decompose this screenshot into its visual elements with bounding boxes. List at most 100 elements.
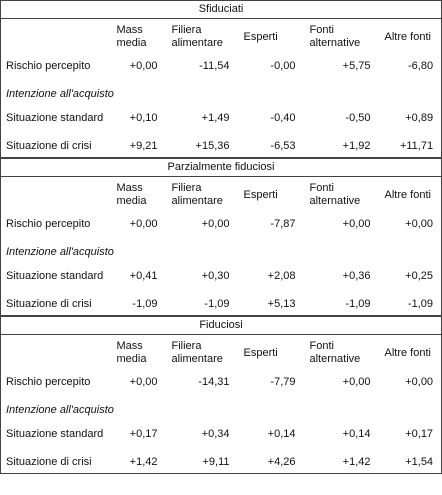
- cell-value: -14,31: [198, 375, 230, 388]
- cell-value: +5,75: [342, 59, 371, 72]
- data-row: Situazione di crisi +1,42 +9,11 +4,26 +1,42 +…: [0, 451, 442, 474]
- row-label: Rischio percepito: [6, 375, 91, 388]
- column-header: Filiera alimentare: [171, 182, 223, 207]
- cell-value: +9,11: [165, 451, 238, 474]
- cell-value: -0,50: [345, 111, 371, 124]
- corner: [1, 19, 111, 56]
- data-row: Rischio percepito +0,00 +0,00 -7,87 +0,00 +0,…: [1, 213, 442, 235]
- row-label: Situazione di crisi: [0, 293, 111, 316]
- title-row: Sfiduciati: [0, 0, 442, 19]
- cell-value: -7,87: [270, 217, 296, 230]
- section-table: Parzialmente fiduciosi Mass media Filiera …: [0, 158, 442, 316]
- cell-value: +15,36: [165, 135, 238, 158]
- section-table: Sfiduciati Mass media Filiera alimentare Es…: [0, 0, 442, 158]
- column-header: Filiera alimentare: [171, 340, 223, 365]
- subheading-row: Intenzione all'acquisto: [1, 77, 442, 101]
- cell-value: +0,00: [342, 375, 371, 388]
- column-header: Esperti: [243, 346, 278, 359]
- cell-value: +0,00: [405, 375, 434, 388]
- subheading: Intenzione all'acquisto: [6, 404, 114, 416]
- cell-value: +4,26: [237, 451, 304, 474]
- cell-value: +1,49: [201, 111, 230, 124]
- cell-value: +0,00: [201, 217, 230, 230]
- row-label: Rischio percepito: [6, 217, 91, 230]
- section-title: Parzialmente fiduciosi: [0, 158, 442, 177]
- cell-value: +0,00: [342, 217, 371, 230]
- data-row: Situazione standard +0,17 +0,34 +0,14 +0,14 +…: [1, 417, 442, 451]
- cell-value: +0,25: [405, 269, 433, 282]
- column-header: Fonti alternative: [309, 340, 361, 365]
- cell-value: +1,42: [110, 451, 166, 474]
- subheading: Intenzione all'acquisto: [6, 246, 114, 258]
- corner: [1, 335, 111, 372]
- cell-value: +0,10: [129, 111, 158, 124]
- section-table: Fiduciosi Mass media Filiera alimentare Esp…: [0, 316, 442, 474]
- cell-value: -1,09: [110, 293, 166, 316]
- table-body: Fiduciosi Mass media Filiera alimentare Esp…: [0, 316, 442, 474]
- column-header: Altre fonti: [384, 188, 431, 201]
- cell-value: -0,00: [270, 59, 296, 72]
- column-header: Fonti alternative: [309, 24, 361, 49]
- cell-value: +0,17: [129, 427, 158, 440]
- cell-value: -7,79: [270, 375, 296, 388]
- column-header: Mass media: [116, 24, 147, 49]
- cell-value: -1,09: [165, 293, 238, 316]
- column-header: Mass media: [116, 182, 147, 207]
- section-title: Fiduciosi: [0, 316, 442, 335]
- cell-value: +0,41: [129, 269, 158, 282]
- header-row: Mass media Filiera alimentare Esperti Fonti…: [1, 177, 442, 214]
- column-header: Altre fonti: [384, 346, 431, 359]
- data-row: Situazione standard +0,10 +1,49 -0,40 -0,50 +…: [1, 101, 442, 135]
- cell-value: +1,54: [378, 451, 442, 474]
- corner: [1, 177, 111, 214]
- data-row: Situazione standard +0,41 +0,30 +2,08 +0,36 +…: [1, 259, 442, 293]
- title-row: Parzialmente fiduciosi: [0, 158, 442, 177]
- column-header: Esperti: [243, 30, 278, 43]
- cell-value: -11,54: [199, 59, 230, 72]
- data-row: Situazione di crisi +9,21 +15,36 -6,53 +1,92…: [0, 135, 442, 158]
- row-label: Situazione di crisi: [0, 135, 111, 158]
- row-label: Situazione standard: [6, 427, 104, 440]
- cell-value: +2,08: [267, 269, 296, 282]
- column-header: Filiera alimentare: [171, 24, 223, 49]
- column-header: Altre fonti: [384, 30, 431, 43]
- cell-value: -1,09: [303, 293, 379, 316]
- cell-value: +0,34: [201, 427, 230, 440]
- cell-value: +0,14: [342, 427, 371, 440]
- cell-value: +0,00: [129, 59, 158, 72]
- cell-value: +0,89: [405, 111, 434, 124]
- subheading-row: Intenzione all'acquisto: [1, 393, 442, 417]
- cell-value: +0,14: [267, 427, 296, 440]
- data-row: Rischio percepito +0,00 -14,31 -7,79 +0,00 +0…: [1, 371, 442, 393]
- row-label: Rischio percepito: [6, 59, 91, 72]
- cell-value: +5,13: [237, 293, 304, 316]
- section-title: Sfiduciati: [0, 0, 442, 19]
- column-header: Esperti: [243, 188, 278, 201]
- data-row: Situazione di crisi -1,09 -1,09 +5,13 -1,09-…: [0, 293, 442, 316]
- table-body: Sfiduciati Mass media Filiera alimentare Es…: [0, 0, 442, 158]
- header-row: Mass media Filiera alimentare Esperti Fonti…: [1, 335, 442, 372]
- cell-value: -0,40: [270, 111, 296, 124]
- row-label: Situazione standard: [6, 111, 104, 124]
- table-body: Parzialmente fiduciosi Mass media Filiera …: [0, 158, 442, 316]
- data-row: Rischio percepito +0,00 -11,54 -0,00 +5,75 -6…: [1, 55, 442, 77]
- cell-value: +0,30: [201, 269, 230, 282]
- cell-value: -1,09: [378, 293, 442, 316]
- cell-value: +0,00: [129, 375, 158, 388]
- subheading-row: Intenzione all'acquisto: [1, 235, 442, 259]
- column-header: Fonti alternative: [309, 182, 361, 207]
- row-label: Situazione standard: [6, 269, 104, 282]
- cell-value: +0,00: [405, 217, 433, 230]
- cell-value: +0,00: [129, 217, 158, 230]
- title-row: Fiduciosi: [0, 316, 442, 335]
- cell-value: +0,36: [342, 269, 371, 282]
- cell-value: +9,21: [110, 135, 166, 158]
- cell-value: -6,80: [408, 59, 434, 72]
- cell-value: +0,17: [405, 427, 434, 440]
- cell-value: -6,53: [237, 135, 304, 158]
- row-label: Situazione di crisi: [0, 451, 111, 474]
- cell-value: +11,71: [378, 135, 442, 158]
- header-row: Mass media Filiera alimentare Esperti Fonti…: [1, 19, 442, 56]
- column-header: Mass media: [116, 340, 147, 365]
